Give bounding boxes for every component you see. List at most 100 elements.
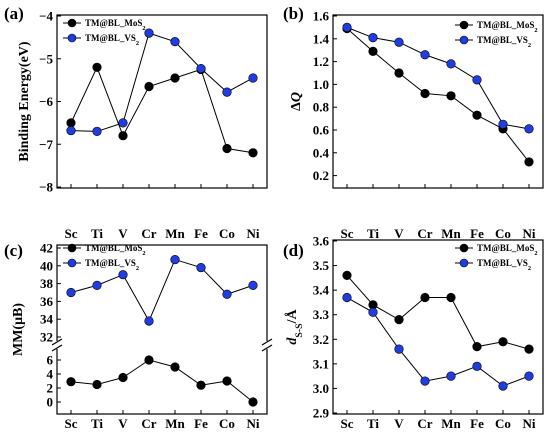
y-tick-label: 3.3 [313, 307, 330, 322]
chart-panel-a: (a) Sc Ti V Cr Mn Fe Co Ni −8 −7 −6 −5 −4 Binding Ener… [4, 4, 268, 241]
legend-label: TM@BL_VS2 [477, 35, 531, 49]
data-point-v [394, 37, 404, 47]
y-tick-label: 6 [47, 353, 54, 368]
y-tick-label: 3.4 [313, 283, 330, 298]
x-tick-label: V [394, 416, 404, 431]
x-tick-label: Sc [341, 226, 354, 241]
data-point-ni [248, 280, 258, 290]
series-vs2 [342, 22, 534, 134]
series-vs2 [66, 28, 258, 137]
data-point-mn [170, 73, 180, 83]
y-axis-title: dS-S/Å [284, 309, 305, 345]
data-point-ti [92, 126, 102, 137]
legend-marker [67, 243, 77, 253]
data-point-fe [472, 75, 482, 85]
legend-label: TM@BL_MoS2 [477, 20, 538, 34]
data-point-v [118, 118, 128, 128]
legend-marker [459, 35, 469, 45]
data-point-ni [524, 371, 534, 381]
axis-break-mark [51, 338, 63, 346]
plot-frame [332, 239, 544, 415]
y-tick-label: 3.0 [313, 381, 329, 396]
data-point-ni [524, 344, 534, 354]
data-point-co [222, 376, 232, 386]
x-tick-label: Cr [417, 226, 432, 241]
plot-frame [332, 14, 544, 189]
data-point-sc [66, 118, 76, 128]
data-point-co [222, 143, 232, 154]
y-tick-label: 0.2 [313, 168, 329, 183]
data-point-cr [420, 292, 430, 303]
data-point-fe [472, 342, 482, 352]
x-tick-label: Co [219, 226, 235, 241]
y-tick-label: 32 [40, 330, 53, 345]
data-point-cr [144, 28, 154, 38]
data-point-ni [524, 124, 534, 134]
y-tick-label: −8 [39, 180, 53, 195]
data-point-v [118, 131, 128, 141]
data-point-fe [472, 110, 482, 120]
x-tick-label: Ti [367, 226, 379, 241]
y-tick-label: 0.8 [313, 100, 330, 115]
axis-break-mark [261, 344, 273, 352]
legend-label: TM@BL_MoS2 [85, 18, 146, 32]
y-tick-label: 3.2 [313, 332, 329, 347]
y-tick-label: −4 [39, 9, 53, 24]
data-point-co [498, 119, 508, 129]
data-point-mn [446, 59, 456, 69]
x-tick-label: Sc [341, 416, 354, 431]
series-mos2 [342, 270, 534, 354]
y-tick-label: 42 [40, 241, 53, 256]
x-tick-label: Fe [470, 226, 484, 241]
data-point-ni [248, 73, 258, 83]
series-line [346, 28, 530, 163]
y-tick-label: 1.2 [313, 54, 329, 69]
legend-marker [67, 33, 77, 43]
series-line [346, 297, 530, 387]
y-tick-label: 1.6 [313, 9, 330, 24]
data-point-ti [92, 62, 102, 72]
x-tick-label: Mn [441, 416, 461, 431]
data-point-co [222, 289, 232, 299]
data-point-ti [368, 46, 378, 56]
data-point-ni [524, 157, 534, 167]
data-point-mn [170, 254, 180, 265]
y-tick-label: 3.1 [313, 356, 329, 371]
x-tick-label: Co [495, 416, 511, 431]
y-tick-label: 0.4 [313, 145, 330, 160]
data-point-cr [420, 376, 430, 386]
series-mos2 [66, 62, 258, 158]
legend-marker [459, 20, 469, 30]
y-tick-label: 4 [47, 367, 54, 382]
y-tick-label: 34 [40, 312, 54, 327]
x-tick-label: V [394, 226, 404, 241]
x-tick-label: Mn [165, 416, 185, 431]
data-point-fe [196, 380, 206, 390]
x-tick-label: V [118, 226, 128, 241]
y-tick-label: 0.6 [313, 123, 330, 138]
x-tick-label: Ni [523, 416, 536, 431]
y-tick-label: 0 [47, 395, 54, 410]
panel-label: (c) [4, 241, 23, 260]
data-point-sc [66, 125, 76, 136]
x-tick-label: Fe [470, 416, 484, 431]
axis-break-mask [54, 341, 60, 349]
data-point-ti [92, 280, 102, 290]
axis-break-mask [264, 341, 270, 349]
legend-label: TM@BL_VS2 [85, 33, 139, 47]
data-point-ni [248, 148, 258, 158]
legend-marker [67, 258, 77, 268]
panel-label: (d) [283, 241, 304, 260]
x-tick-label: Fe [194, 416, 208, 431]
data-point-ti [368, 33, 378, 43]
legend-marker [67, 18, 77, 28]
data-point-cr [144, 355, 154, 365]
x-tick-label: Ni [247, 226, 260, 241]
x-tick-label: Ni [247, 416, 260, 431]
legend-marker [459, 258, 469, 268]
legend-marker [459, 243, 469, 253]
